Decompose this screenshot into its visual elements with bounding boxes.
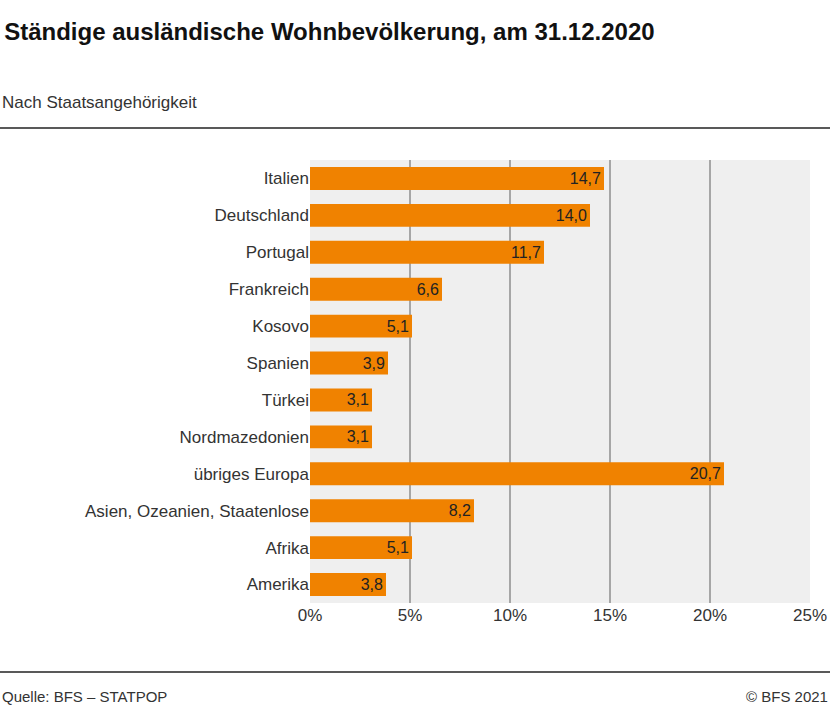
svg-text:Amerika: Amerika — [247, 575, 310, 594]
svg-text:6,6: 6,6 — [417, 281, 439, 298]
svg-text:Türkei: Türkei — [262, 391, 309, 410]
svg-text:25%: 25% — [793, 606, 827, 625]
svg-text:übriges Europa: übriges Europa — [194, 465, 310, 484]
svg-text:5%: 5% — [398, 606, 423, 625]
svg-text:8,2: 8,2 — [449, 502, 471, 519]
svg-text:14,7: 14,7 — [570, 170, 601, 187]
svg-text:14,0: 14,0 — [556, 207, 587, 224]
svg-text:3,1: 3,1 — [347, 428, 369, 445]
svg-text:Deutschland: Deutschland — [214, 206, 309, 225]
svg-text:Italien: Italien — [264, 169, 309, 188]
svg-text:11,7: 11,7 — [511, 244, 541, 261]
svg-text:Frankreich: Frankreich — [229, 280, 309, 299]
svg-text:15%: 15% — [593, 606, 627, 625]
svg-text:© BFS 2021: © BFS 2021 — [746, 688, 828, 705]
svg-text:0%: 0% — [298, 606, 323, 625]
svg-text:3,1: 3,1 — [347, 391, 369, 408]
svg-text:Nach Staatsangehörigkeit: Nach Staatsangehörigkeit — [2, 93, 197, 112]
svg-text:20,7: 20,7 — [690, 465, 721, 482]
svg-text:Asien, Ozeanien, Staatenlose: Asien, Ozeanien, Staatenlose — [85, 502, 309, 521]
svg-text:Quelle: BFS – STATPOP: Quelle: BFS – STATPOP — [2, 688, 167, 705]
svg-text:3,8: 3,8 — [361, 576, 383, 593]
svg-text:Portugal: Portugal — [246, 243, 309, 262]
svg-text:20%: 20% — [693, 606, 727, 625]
svg-text:Spanien: Spanien — [247, 354, 309, 373]
svg-text:Afrika: Afrika — [266, 539, 310, 558]
svg-text:Nordmazedonien: Nordmazedonien — [180, 428, 309, 447]
svg-text:5,1: 5,1 — [387, 318, 409, 335]
svg-text:3,9: 3,9 — [363, 355, 385, 372]
svg-text:Ständige ausländische Wohnbevö: Ständige ausländische Wohnbevölkerung, a… — [4, 18, 654, 45]
svg-text:Kosovo: Kosovo — [252, 317, 309, 336]
svg-text:5,1: 5,1 — [387, 539, 409, 556]
svg-text:10%: 10% — [493, 606, 527, 625]
